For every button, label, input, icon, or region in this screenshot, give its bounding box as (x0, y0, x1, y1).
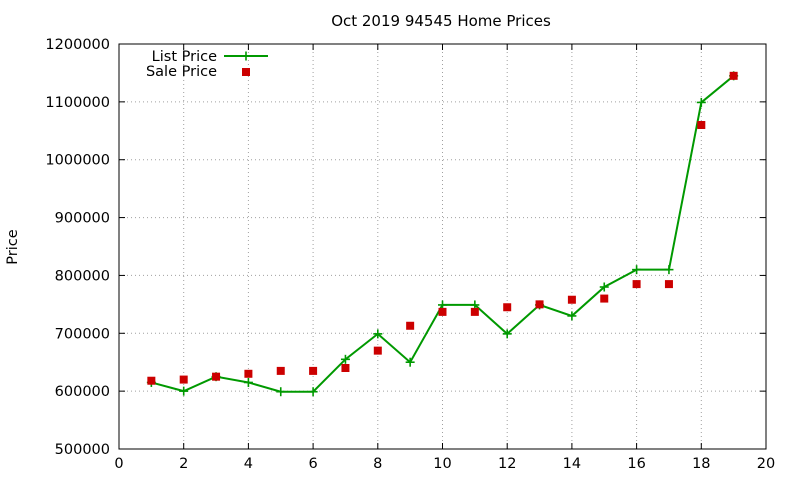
sale-price-point (600, 294, 609, 303)
list-price-point (308, 387, 318, 397)
sale-price-point (276, 366, 285, 375)
x-tick-label: 6 (308, 456, 317, 472)
y-tick-label: 1200000 (45, 37, 110, 53)
sale-price-point (729, 71, 738, 80)
x-tick-label: 12 (498, 456, 516, 472)
sale-price-point (470, 307, 479, 316)
sale-price-point (244, 369, 253, 378)
sale-price-point (664, 280, 673, 289)
list-price-point (340, 354, 350, 364)
list-price-point (243, 377, 253, 387)
x-tick-label: 2 (179, 456, 188, 472)
y-tick-label: 500000 (55, 442, 110, 458)
list-price-point (502, 329, 512, 339)
axis-ticks: 0 2 4 6 8 10 12 14 16 18 20 500000 600000 700000 80000… (45, 37, 775, 472)
y-tick-label: 900000 (55, 211, 110, 227)
chart-title: Oct 2019 94545 Home Prices (331, 12, 551, 30)
list-price-point (405, 357, 415, 367)
sale-price-point (438, 307, 447, 316)
sale-price-point (632, 280, 641, 289)
x-tick-label: 20 (757, 456, 775, 472)
grid-lines (119, 44, 766, 449)
list-price-point (179, 386, 189, 396)
sale-price-point (147, 376, 156, 385)
sale-price-point (373, 346, 382, 355)
x-tick-label: 8 (373, 456, 382, 472)
y-axis-label: Price (5, 229, 21, 264)
x-tick-label: 18 (692, 456, 710, 472)
sale-price-point (503, 303, 512, 312)
y-tick-label: 700000 (55, 326, 110, 342)
y-tick-label: 800000 (55, 268, 110, 284)
list-price-point (599, 282, 609, 292)
y-tick-label: 1000000 (45, 153, 110, 169)
legend-marker-sale-price (242, 68, 250, 76)
sale-price-point (179, 375, 188, 384)
legend-label-sale-price: Sale Price (146, 64, 217, 80)
list-price-point (276, 387, 286, 397)
x-tick-label: 0 (114, 456, 123, 472)
sale-price-point (535, 300, 544, 309)
list-price-point (373, 329, 383, 339)
x-tick-label: 14 (563, 456, 581, 472)
legend-label-list-price: List Price (152, 49, 217, 65)
x-tick-label: 16 (627, 456, 645, 472)
legend-marker-list-price (241, 51, 251, 61)
sale-price-point (309, 366, 318, 375)
sale-price-point (697, 121, 706, 129)
sale-price-point (341, 364, 350, 372)
list-price-point (696, 97, 706, 107)
sale-price-point (567, 295, 576, 304)
list-price-point (664, 265, 674, 275)
x-tick-label: 4 (244, 456, 253, 472)
list-price-point (567, 311, 577, 321)
series-layer (146, 71, 739, 397)
list-price-point (632, 265, 642, 275)
sale-price-point (406, 321, 415, 330)
x-tick-label: 10 (433, 456, 451, 472)
y-tick-label: 1100000 (45, 95, 110, 111)
sale-price-point (212, 372, 221, 381)
y-tick-label: 600000 (55, 384, 110, 400)
